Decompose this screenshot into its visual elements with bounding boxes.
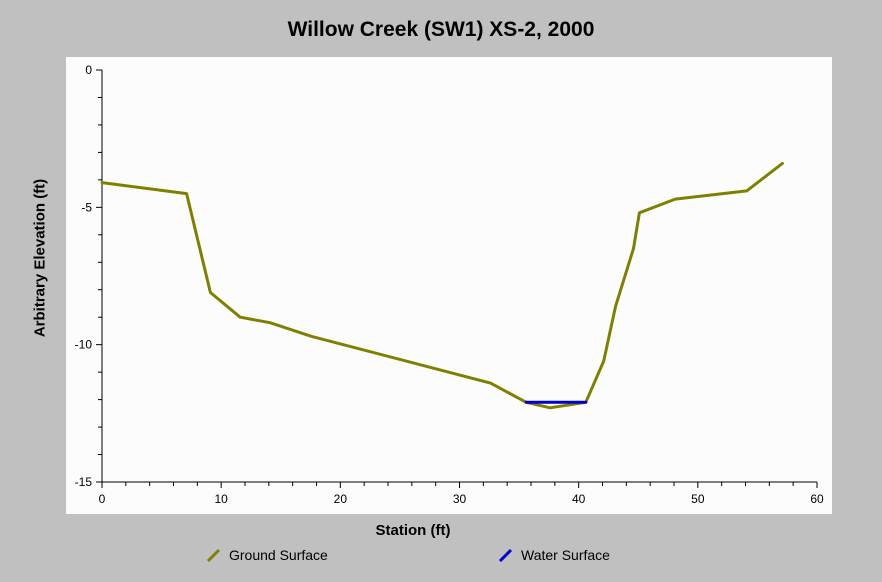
tick-labels: 0 10 20 30 40 50 60 0 -5 -10 -15	[75, 63, 824, 506]
series-layer	[100, 161, 784, 410]
y-axis-label: Arbitrary Elevation (ft)	[31, 178, 49, 338]
y-tick-label: -10	[75, 338, 93, 352]
x-tick-label: 60	[810, 492, 824, 506]
plot-area	[66, 57, 832, 514]
x-tick-label: 50	[691, 492, 705, 506]
axes	[96, 69, 818, 488]
series-line-ground-surface	[100, 161, 784, 410]
y-tick-label: 0	[85, 63, 92, 77]
x-axis-label: Station (ft)	[375, 522, 451, 539]
legend-item-ground-surface: Ground Surface	[205, 546, 328, 564]
x-tick-label: 40	[572, 492, 586, 506]
x-tick-label: 10	[214, 492, 228, 506]
legend-item-water-surface: Water Surface	[497, 546, 610, 564]
x-tick-label: 0	[99, 492, 106, 506]
chart-title: Willow Creek (SW1) XS-2, 2000	[287, 18, 595, 41]
water-surface-legend-icon	[498, 548, 513, 563]
legend-label-water-surface: Water Surface	[521, 547, 610, 563]
legend-label-ground-surface: Ground Surface	[229, 547, 328, 563]
ground-surface-legend-icon	[206, 548, 221, 563]
y-tick-label: -15	[75, 475, 93, 489]
x-tick-label: 30	[453, 492, 467, 506]
y-tick-label: -5	[81, 200, 92, 214]
x-tick-label: 20	[334, 492, 348, 506]
